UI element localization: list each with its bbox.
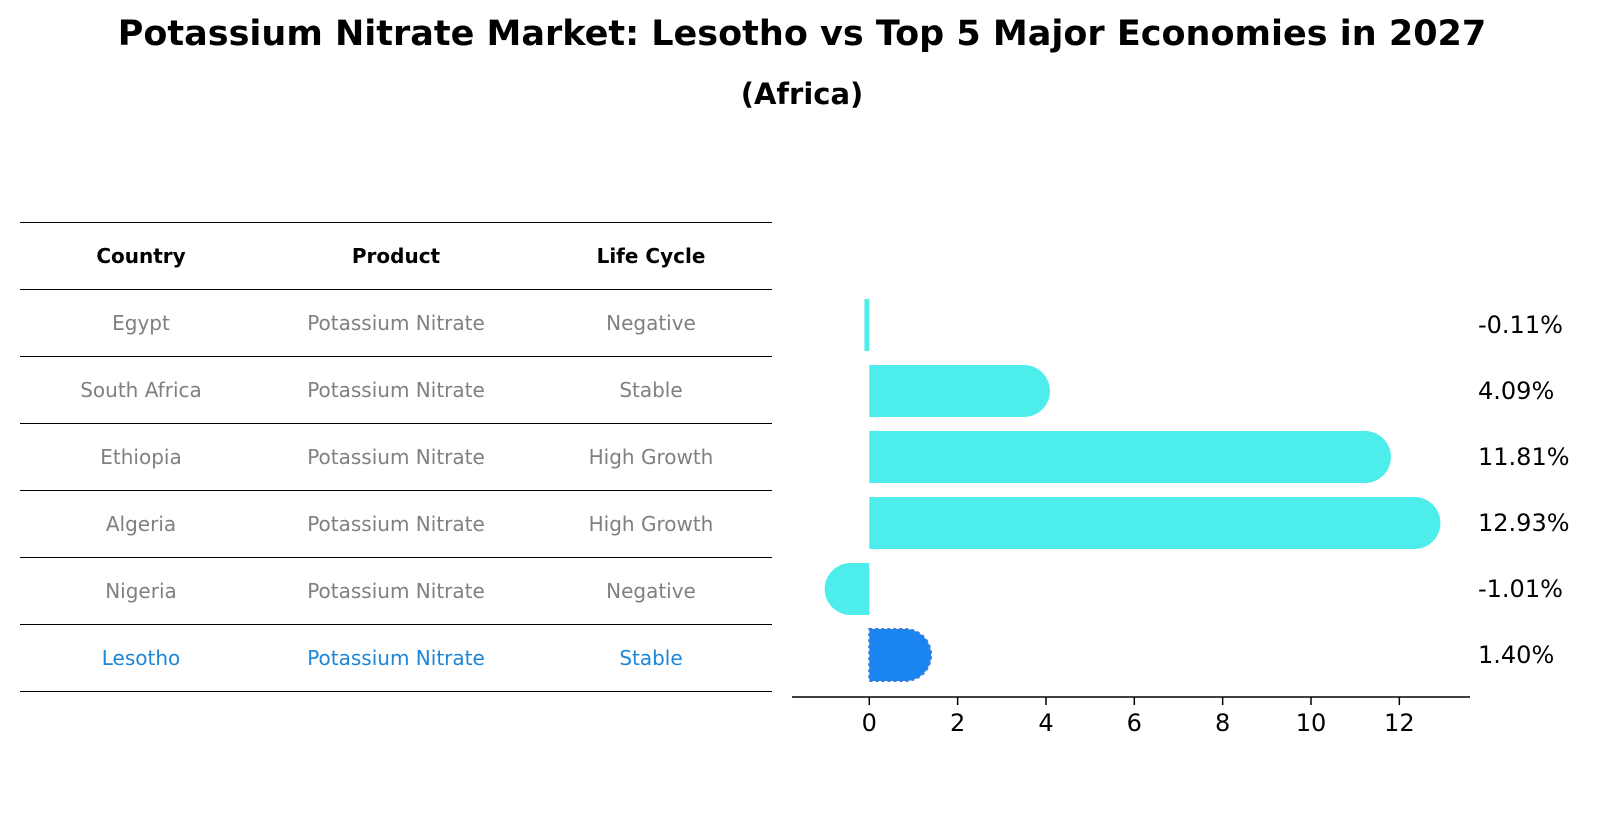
- data-table: Country Product Life Cycle Egypt Potassi…: [20, 222, 772, 692]
- x-tick-label: 4: [1038, 709, 1053, 737]
- life-cycle-cell: Negative: [606, 311, 696, 335]
- bar-ethiopia: [869, 431, 1391, 483]
- product-cell: Potassium Nitrate: [307, 378, 485, 402]
- bar-nigeria: [824, 563, 870, 615]
- table-row: Algeria Potassium Nitrate High Growth: [20, 490, 772, 557]
- header-product: Product: [351, 244, 441, 268]
- bar-south-africa: [869, 365, 1050, 417]
- table-row: South Africa Potassium Nitrate Stable: [20, 356, 772, 423]
- country-cell: Ethiopia: [100, 445, 182, 469]
- header-life-cycle: Life Cycle: [596, 244, 706, 268]
- table-row-highlighted: Lesotho Potassium Nitrate Stable: [20, 624, 772, 692]
- table-row: Ethiopia Potassium Nitrate High Growth: [20, 423, 772, 490]
- table-header-row: Country Product Life Cycle: [20, 222, 772, 289]
- country-cell: Nigeria: [105, 579, 177, 603]
- value-label: 12.93%: [1478, 509, 1570, 537]
- table-row: Nigeria Potassium Nitrate Negative: [20, 557, 772, 624]
- product-cell: Potassium Nitrate: [307, 512, 485, 536]
- bar-algeria: [869, 497, 1441, 549]
- life-cycle-cell: Stable: [619, 646, 683, 670]
- chart-subtitle: (Africa): [740, 77, 864, 111]
- product-cell: Potassium Nitrate: [307, 445, 485, 469]
- table-row: Egypt Potassium Nitrate Negative: [20, 289, 772, 356]
- value-label: 11.81%: [1478, 443, 1570, 471]
- x-tick-label: 0: [862, 709, 877, 737]
- x-tick-label: 2: [950, 709, 965, 737]
- life-cycle-cell: High Growth: [588, 445, 714, 469]
- product-cell: Potassium Nitrate: [307, 311, 485, 335]
- chart-title: Potassium Nitrate Market: Lesotho vs Top…: [117, 14, 1487, 54]
- country-cell: Egypt: [112, 311, 170, 335]
- bar-lesotho: [868, 628, 933, 682]
- header-country: Country: [96, 244, 186, 268]
- country-cell: South Africa: [80, 378, 202, 402]
- product-cell: Potassium Nitrate: [307, 646, 485, 670]
- value-label: -0.11%: [1478, 311, 1563, 339]
- value-label: -1.01%: [1478, 575, 1563, 603]
- bar-egypt: [864, 299, 870, 351]
- x-tick-label: 10: [1296, 709, 1327, 737]
- x-tick-label: 8: [1215, 709, 1230, 737]
- life-cycle-cell: Stable: [619, 378, 683, 402]
- product-cell: Potassium Nitrate: [307, 579, 485, 603]
- x-tick-label: 12: [1384, 709, 1415, 737]
- x-tick-label: 6: [1127, 709, 1142, 737]
- value-label: 4.09%: [1478, 377, 1554, 405]
- life-cycle-cell: High Growth: [588, 512, 714, 536]
- value-label: 1.40%: [1478, 641, 1554, 669]
- country-cell: Algeria: [105, 512, 177, 536]
- life-cycle-cell: Negative: [606, 579, 696, 603]
- country-cell: Lesotho: [101, 646, 181, 670]
